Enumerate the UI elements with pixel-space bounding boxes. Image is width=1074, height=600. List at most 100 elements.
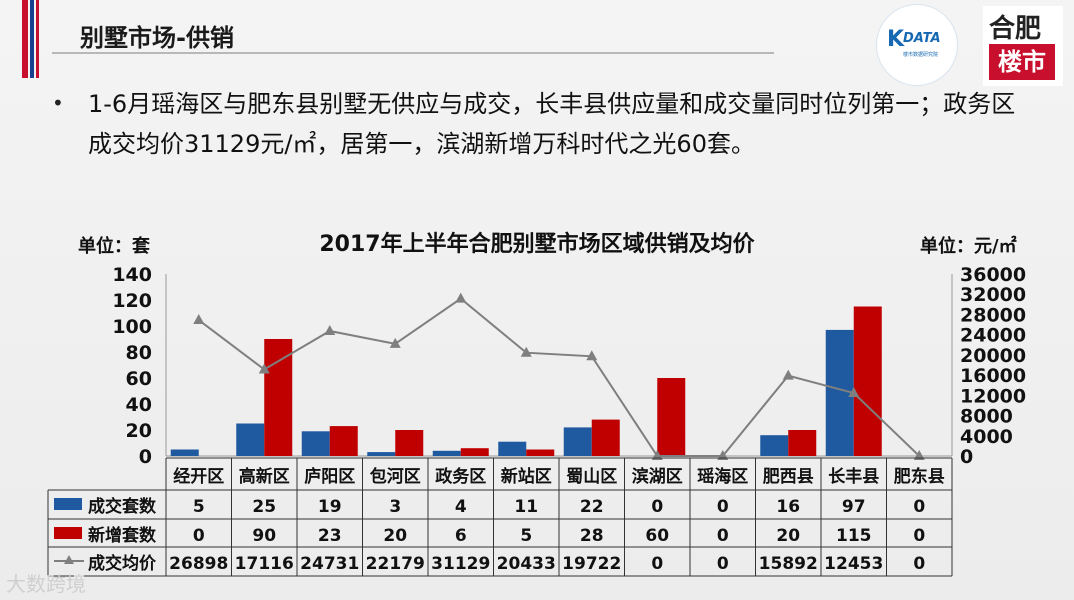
y-right-tick-label: 28000 <box>960 304 1026 326</box>
y-left-tick-label: 0 <box>139 446 152 468</box>
logo-hefei-text: 合肥 <box>989 14 1042 44</box>
data-label-new: 20 <box>383 526 407 546</box>
bar-sold <box>498 441 527 456</box>
data-label-sold: 0 <box>913 497 925 517</box>
bar-new <box>657 378 686 456</box>
data-label-price: 19722 <box>562 554 621 574</box>
bar-sold <box>170 449 199 456</box>
y-right-tick-label: 12000 <box>960 385 1026 407</box>
bar-sold <box>825 329 854 456</box>
y-right-tick-label: 36000 <box>960 264 1026 286</box>
y-left-tick-label: 100 <box>112 316 152 338</box>
data-label-price: 20433 <box>497 554 556 574</box>
data-label-sold: 97 <box>842 497 866 517</box>
y-left-tick-label: 80 <box>126 342 152 364</box>
legend-marker-price <box>64 555 74 564</box>
data-label-price: 26898 <box>169 554 228 574</box>
y-right-tick-label: 32000 <box>960 284 1026 306</box>
x-category-label: 滨湖区 <box>632 466 683 487</box>
legend-swatch-sold <box>54 498 82 510</box>
legend-label-sold: 成交套数 <box>88 496 157 517</box>
bar-new <box>526 449 555 456</box>
data-label-price: 22179 <box>366 554 425 574</box>
data-label-new: 23 <box>318 526 342 546</box>
legend-label-new: 新增套数 <box>88 525 157 546</box>
logo-k-mark: K <box>887 27 905 52</box>
bar-sold <box>236 423 265 456</box>
y-right-tick-label: 4000 <box>960 426 1013 448</box>
data-label-sold: 22 <box>580 497 604 517</box>
accent-stripe-red <box>22 0 28 78</box>
price-point <box>455 292 467 303</box>
y-left-tick-label: 120 <box>112 290 152 312</box>
data-label-price: 0 <box>651 554 663 574</box>
data-label-new: 5 <box>520 526 532 546</box>
y-left-tick-label: 40 <box>126 394 152 416</box>
legend-swatch-new <box>54 527 82 539</box>
accent-stripe-red-thin <box>36 0 39 78</box>
bar-sold <box>760 435 789 456</box>
data-label-new: 115 <box>836 526 872 546</box>
data-label-sold: 0 <box>651 497 663 517</box>
summary-text: 1-6月瑶海区与肥东县别墅无供应与成交，长丰县供应量和成交量同时位列第一；政务区… <box>88 90 1016 158</box>
bar-sold <box>367 452 396 456</box>
x-category-label: 经开区 <box>173 466 224 487</box>
data-label-price: 0 <box>717 554 729 574</box>
data-label-sold: 16 <box>776 497 800 517</box>
x-category-label: 高新区 <box>239 466 290 487</box>
price-point <box>848 387 860 398</box>
data-label-new: 90 <box>252 526 276 546</box>
data-label-new: 0 <box>193 526 205 546</box>
data-label-new: 28 <box>580 526 604 546</box>
data-label-price: 15892 <box>759 554 818 574</box>
data-label-price: 0 <box>913 554 925 574</box>
x-category-label: 肥东县 <box>894 466 945 487</box>
price-point <box>389 337 401 348</box>
x-category-label: 庐阳区 <box>304 466 355 487</box>
bar-new <box>329 426 358 456</box>
y-left-tick-label: 20 <box>126 420 152 442</box>
price-point <box>782 369 794 380</box>
bar-sold <box>301 431 330 456</box>
price-point <box>193 314 205 325</box>
x-category-label: 新站区 <box>501 466 552 487</box>
data-label-price: 12453 <box>824 554 883 574</box>
bar-new <box>853 306 882 456</box>
data-logo: K DATA 楼市数据研究院 <box>876 4 958 86</box>
price-line <box>198 297 920 457</box>
legend-label-price: 成交均价 <box>88 553 157 574</box>
y-right-tick-label: 8000 <box>960 406 1013 428</box>
price-point <box>520 346 532 357</box>
y-left-tick-label: 140 <box>112 264 152 286</box>
bar-new <box>788 430 817 456</box>
price-point <box>258 363 270 374</box>
data-label-new: 0 <box>913 526 925 546</box>
watermark: 大数跨境 <box>6 572 86 596</box>
x-category-label: 政务区 <box>435 466 486 487</box>
data-label-sold: 4 <box>455 497 467 517</box>
x-category-label: 包河区 <box>370 466 421 487</box>
bullet-icon: • <box>52 91 64 115</box>
y-right-tick-label: 24000 <box>960 325 1026 347</box>
data-label-price: 24731 <box>300 554 359 574</box>
y-right-tick-label: 0 <box>960 446 973 468</box>
data-label-sold: 0 <box>717 497 729 517</box>
y-right-tick-label: 16000 <box>960 365 1026 387</box>
chart-title: 2017年上半年合肥别墅市场区域供销及均价 <box>319 232 755 257</box>
logo-sub-text: 楼市数据研究院 <box>903 52 939 58</box>
data-label-new: 0 <box>717 526 729 546</box>
data-label-sold: 11 <box>514 497 538 517</box>
data-label-new: 6 <box>455 526 467 546</box>
x-category-label: 肥西县 <box>763 467 814 487</box>
data-label-sold: 5 <box>193 497 205 517</box>
data-label-sold: 25 <box>252 497 276 517</box>
hefei-market-logo: 合肥 楼市 <box>983 6 1063 86</box>
price-point <box>586 350 598 361</box>
left-axis-unit: 单位：套 <box>78 236 150 257</box>
bar-sold <box>563 427 592 456</box>
data-label-price: 17116 <box>235 554 294 574</box>
y-left-tick-label: 60 <box>126 368 152 390</box>
accent-stripe-blue <box>30 0 34 78</box>
logo-data-text: DATA <box>903 31 941 46</box>
